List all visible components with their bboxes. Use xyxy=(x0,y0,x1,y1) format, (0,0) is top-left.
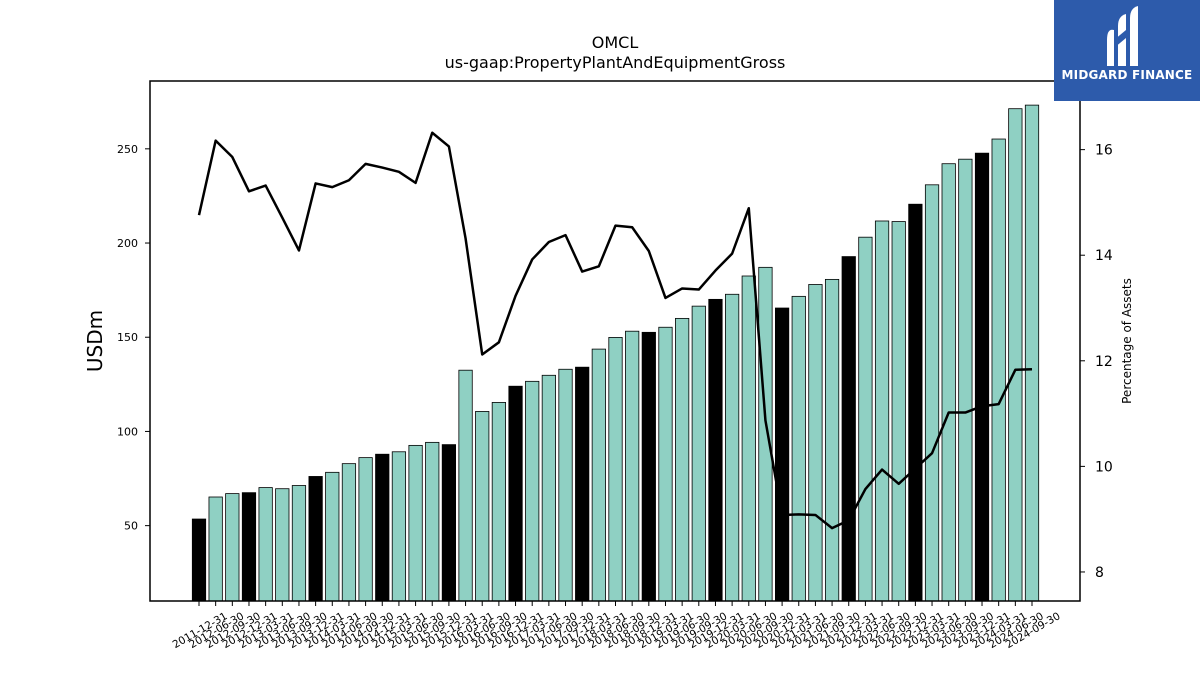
bar xyxy=(675,317,690,602)
midgard-logo-icon xyxy=(1107,6,1138,66)
bar xyxy=(941,163,956,602)
bar xyxy=(858,236,873,602)
bar xyxy=(391,451,407,602)
bar xyxy=(625,330,640,602)
bar xyxy=(608,337,623,602)
bar xyxy=(775,307,790,602)
bar xyxy=(691,305,706,602)
bar xyxy=(791,295,806,602)
percentage-line-series xyxy=(197,131,1033,530)
bar xyxy=(908,203,923,602)
bar xyxy=(741,275,756,602)
bar xyxy=(575,366,590,602)
bar xyxy=(408,444,423,602)
y2-tick-label: 8 xyxy=(1095,565,1104,581)
bar xyxy=(641,331,656,602)
bar xyxy=(874,220,890,602)
logo-name: MIDGARD FINANCE xyxy=(1061,68,1193,82)
bar xyxy=(508,385,523,602)
bar xyxy=(708,298,723,602)
bar xyxy=(475,411,490,602)
bar xyxy=(358,457,373,602)
bar xyxy=(824,278,840,602)
bar xyxy=(341,463,357,602)
y2-tick-label: 16 xyxy=(1095,143,1113,159)
bar xyxy=(375,453,390,602)
bar xyxy=(658,326,673,602)
bar xyxy=(258,487,273,602)
bar xyxy=(275,488,290,602)
bar xyxy=(841,256,856,602)
bar xyxy=(991,138,1006,602)
y2-tick-label: 10 xyxy=(1095,459,1113,475)
bar xyxy=(225,493,240,602)
y-tick-label: 150 xyxy=(117,331,138,344)
y-axis-label: USDm xyxy=(83,310,107,372)
midgard-finance-logo: MIDGARD FINANCE xyxy=(1054,0,1200,101)
y2-tick-label: 12 xyxy=(1095,354,1113,370)
y-tick-label: 200 xyxy=(117,237,138,250)
bar xyxy=(725,293,740,602)
bar xyxy=(591,348,606,602)
bar xyxy=(1024,104,1040,602)
y-tick-label: 100 xyxy=(117,425,138,438)
x-axis: 2011-12-312012-06-302012-09-302012-12-31… xyxy=(171,601,1063,651)
bar xyxy=(758,266,773,602)
y-tick-label: 250 xyxy=(117,143,138,156)
y2-tick-label: 14 xyxy=(1095,248,1113,264)
bar xyxy=(191,518,207,602)
bar xyxy=(441,444,457,602)
bar xyxy=(558,368,573,602)
bar xyxy=(891,221,906,602)
bar-series xyxy=(191,104,1040,602)
bar xyxy=(325,471,340,602)
bar xyxy=(291,485,307,602)
y-tick-label: 50 xyxy=(124,520,138,533)
bar xyxy=(525,380,540,602)
bar xyxy=(308,476,323,602)
y-axis-left: 50 100 150 200 250 xyxy=(117,143,150,533)
bar xyxy=(1008,108,1023,602)
percentage-line xyxy=(197,131,1033,530)
bar xyxy=(458,369,473,602)
bar xyxy=(241,492,257,602)
bar xyxy=(425,441,440,602)
chart-title: OMCL xyxy=(592,33,639,52)
y-axis-right: 8 10 12 14 16 xyxy=(1080,143,1113,581)
bar xyxy=(924,184,940,602)
bar xyxy=(491,402,506,602)
bar xyxy=(208,496,223,602)
bar xyxy=(541,374,556,602)
bar xyxy=(808,284,823,602)
bar xyxy=(974,152,990,602)
chart-subtitle: us-gaap:PropertyPlantAndEquipmentGross xyxy=(445,53,786,72)
y2-axis-label: Percentage of Assets xyxy=(1120,278,1134,404)
bar xyxy=(958,158,973,602)
